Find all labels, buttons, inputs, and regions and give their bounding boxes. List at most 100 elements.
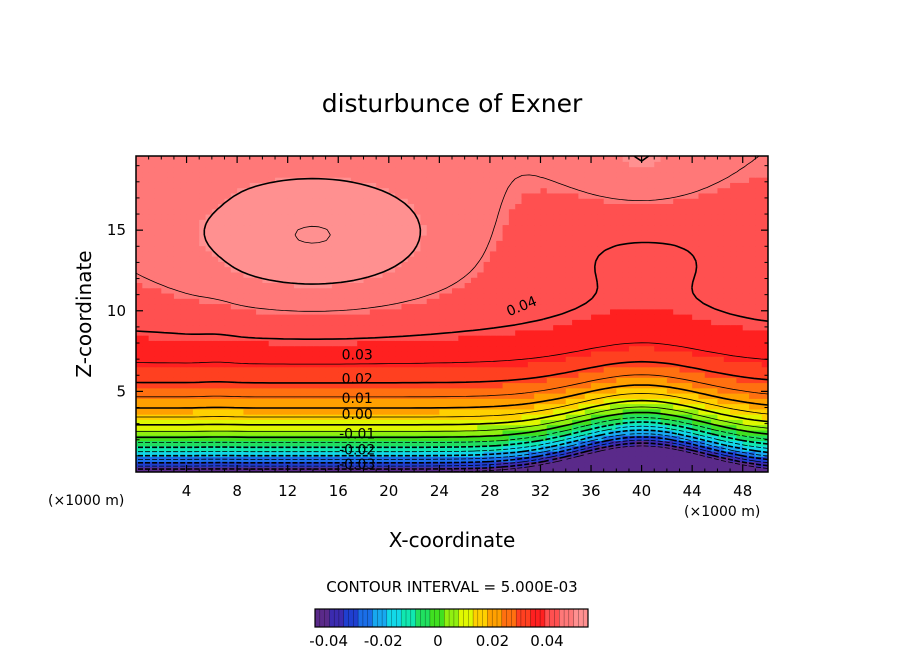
field-cell — [281, 419, 289, 426]
field-cell — [679, 308, 687, 315]
field-cell — [294, 408, 301, 415]
field-cell — [534, 393, 542, 399]
field-cell — [338, 250, 346, 257]
field-cell — [489, 266, 497, 273]
field-cell — [306, 440, 314, 447]
field-cell — [565, 461, 573, 468]
field-cell — [755, 282, 763, 289]
field-cell — [452, 208, 459, 215]
field-cell — [584, 213, 592, 220]
field-cell — [515, 382, 523, 389]
field-cell — [186, 277, 194, 283]
field-cell — [553, 387, 561, 394]
field-cell — [761, 256, 768, 262]
field-cell — [167, 429, 175, 436]
field-cell — [565, 287, 573, 294]
field-cell — [660, 261, 668, 268]
field-cell — [338, 345, 346, 352]
field-cell — [559, 340, 567, 347]
field-cell — [736, 419, 744, 426]
field-cell — [186, 366, 194, 373]
field-cell — [546, 213, 554, 220]
field-cell — [249, 303, 257, 310]
field-cell — [161, 403, 169, 410]
field-cell — [470, 408, 478, 415]
field-cell — [704, 314, 712, 320]
field-cell — [205, 229, 213, 236]
field-cell — [496, 250, 504, 257]
field-cell — [654, 403, 662, 410]
field-cell — [382, 208, 390, 215]
field-cell — [382, 361, 390, 368]
field-cell — [521, 414, 529, 420]
field-cell — [730, 314, 737, 320]
field-cell — [136, 314, 143, 320]
field-cell — [420, 361, 428, 368]
field-cell — [275, 314, 282, 320]
field-cell — [723, 377, 731, 384]
field-cell — [452, 377, 459, 384]
field-cell — [660, 440, 668, 447]
field-cell — [136, 256, 143, 262]
field-cell — [654, 314, 662, 320]
field-cell — [186, 287, 194, 294]
field-cell — [426, 450, 434, 457]
field-cell — [565, 377, 573, 384]
field-cell — [192, 308, 200, 315]
field-cell — [489, 398, 497, 405]
field-cell — [477, 303, 485, 310]
field-cell — [350, 398, 358, 405]
field-cell — [546, 298, 554, 305]
field-cell — [742, 403, 750, 410]
field-cell — [369, 398, 377, 405]
field-cell — [660, 387, 668, 394]
field-cell — [452, 314, 459, 320]
field-cell — [136, 393, 143, 399]
field-cell — [433, 240, 440, 247]
field-cell — [249, 366, 257, 373]
field-cell — [717, 229, 725, 236]
field-cell — [350, 340, 358, 347]
field-cell — [698, 361, 706, 368]
field-cell — [357, 461, 365, 468]
field-cell — [496, 429, 504, 436]
field-cell — [458, 366, 466, 373]
field-cell — [275, 440, 282, 447]
field-cell — [249, 350, 257, 357]
field-cell — [666, 208, 674, 215]
field-cell — [452, 366, 459, 373]
field-cell — [154, 398, 162, 405]
field-cell — [319, 429, 327, 436]
field-cell — [711, 329, 719, 336]
field-cell — [692, 371, 700, 378]
field-cell — [565, 419, 573, 426]
field-cell — [275, 292, 282, 299]
field-cell — [711, 256, 719, 262]
field-cell — [205, 250, 213, 257]
field-cell — [388, 445, 396, 452]
field-cell — [717, 419, 725, 426]
field-cell — [572, 393, 579, 399]
field-cell — [407, 208, 415, 215]
field-cell — [401, 445, 409, 452]
field-cell — [458, 408, 466, 415]
field-cell — [717, 287, 725, 294]
field-cell — [736, 356, 744, 362]
field-cell — [692, 414, 700, 420]
field-cell — [546, 440, 554, 447]
field-cell — [666, 266, 674, 273]
field-cell — [357, 445, 365, 452]
field-cell — [161, 319, 169, 326]
field-cell — [224, 456, 232, 463]
field-cell — [433, 282, 440, 289]
field-cell — [458, 398, 466, 405]
field-cell — [338, 229, 346, 236]
field-cell — [540, 408, 548, 415]
field-cell — [218, 424, 226, 431]
field-cell — [502, 393, 510, 399]
field-cell — [186, 314, 194, 320]
field-cell — [452, 319, 459, 326]
field-cell — [489, 277, 497, 283]
field-cell — [376, 350, 384, 357]
field-cell — [584, 414, 592, 420]
